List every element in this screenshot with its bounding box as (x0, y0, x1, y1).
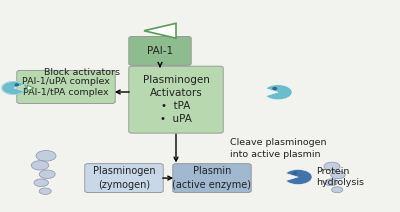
Polygon shape (266, 85, 292, 100)
Circle shape (331, 171, 345, 179)
Circle shape (325, 179, 338, 186)
Polygon shape (286, 170, 312, 184)
Text: Protein
hydrolysis: Protein hydrolysis (316, 167, 364, 187)
Circle shape (293, 172, 296, 174)
Text: PAI-1: PAI-1 (147, 46, 173, 56)
Circle shape (15, 84, 18, 86)
Text: PAI-1/uPA complex
PAI-1/tPA complex: PAI-1/uPA complex PAI-1/tPA complex (22, 77, 110, 97)
Polygon shape (2, 82, 26, 94)
Polygon shape (144, 23, 176, 38)
Text: Plasmin
(active enzyme): Plasmin (active enzyme) (172, 166, 252, 190)
FancyBboxPatch shape (85, 164, 163, 192)
Circle shape (39, 188, 51, 194)
Circle shape (273, 88, 276, 89)
FancyBboxPatch shape (129, 66, 223, 133)
Circle shape (39, 170, 55, 179)
Polygon shape (27, 85, 34, 91)
Circle shape (36, 151, 56, 161)
Text: Plasminogen
(zymogen): Plasminogen (zymogen) (93, 166, 155, 190)
FancyBboxPatch shape (173, 164, 251, 192)
FancyBboxPatch shape (129, 36, 191, 65)
Circle shape (332, 187, 343, 193)
Text: Plasminogen
Activators
•  tPA
•  uPA: Plasminogen Activators • tPA • uPA (142, 75, 210, 124)
Circle shape (31, 161, 49, 170)
Polygon shape (2, 82, 24, 94)
FancyBboxPatch shape (17, 70, 115, 103)
Circle shape (34, 179, 48, 187)
Circle shape (324, 162, 340, 171)
Text: Block activators: Block activators (44, 68, 120, 77)
Text: Cleave plasminogen
into active plasmin: Cleave plasminogen into active plasmin (230, 138, 326, 159)
